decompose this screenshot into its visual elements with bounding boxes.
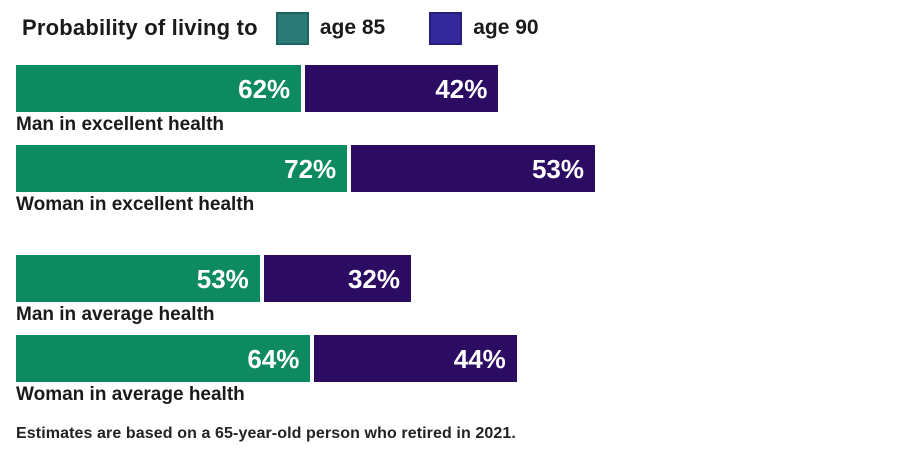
bar-age-90: 44%	[314, 335, 517, 382]
bar-value-label: 62%	[238, 73, 291, 104]
legend-label-age-85: age 85	[319, 16, 386, 39]
bar-value-label: 53%	[531, 153, 584, 184]
bar-group: 53% 32% Man in average health	[16, 255, 900, 326]
bar-pair: 64% 44%	[16, 335, 900, 382]
legend-swatch-age-85	[275, 11, 309, 45]
bar-age-85: 64%	[16, 335, 311, 382]
bar-value-label: 44%	[453, 343, 506, 374]
legend-item-age-90: age 90	[429, 11, 539, 45]
bar-group: 64% 44% Woman in average health	[16, 335, 900, 406]
bar-pair: 72% 53%	[16, 145, 900, 192]
bar-value-label: 53%	[196, 263, 249, 294]
bar-group: 62% 42% Man in excellent health	[16, 65, 900, 136]
bar-value-label: 32%	[347, 263, 400, 294]
legend: age 85 age 90	[275, 11, 539, 45]
bar-age-90: 32%	[263, 255, 411, 302]
category-label: Woman in average health	[16, 384, 245, 405]
bar-pair: 53% 32%	[16, 255, 900, 302]
bar-value-label: 72%	[284, 153, 337, 184]
bar-rows: 62% 42% Man in excellent health 72% 53% Woman…	[16, 65, 900, 415]
bar-value-label: 42%	[435, 73, 488, 104]
legend-swatch-age-90	[429, 11, 463, 45]
chart-header: Probability of living to age 85 age 90	[22, 10, 900, 46]
bar-group: 72% 53% Woman in excellent health	[16, 145, 900, 216]
category-label: Man in average health	[16, 304, 215, 325]
legend-item-age-85: age 85	[275, 11, 386, 45]
bar-age-85: 62%	[16, 65, 302, 112]
bar-value-label: 64%	[247, 343, 300, 374]
bar-pair: 62% 42%	[16, 65, 900, 112]
bar-age-90: 53%	[351, 145, 595, 192]
footnote: Estimates are based on a 65-year-old per…	[16, 425, 516, 442]
bar-age-85: 53%	[16, 255, 260, 302]
bar-age-90: 42%	[305, 65, 499, 112]
chart-title: Probability of living to	[22, 15, 258, 40]
category-label: Man in excellent health	[16, 114, 224, 135]
bar-age-85: 72%	[16, 145, 348, 192]
category-label: Woman in excellent health	[16, 194, 255, 215]
legend-label-age-90: age 90	[473, 16, 539, 39]
